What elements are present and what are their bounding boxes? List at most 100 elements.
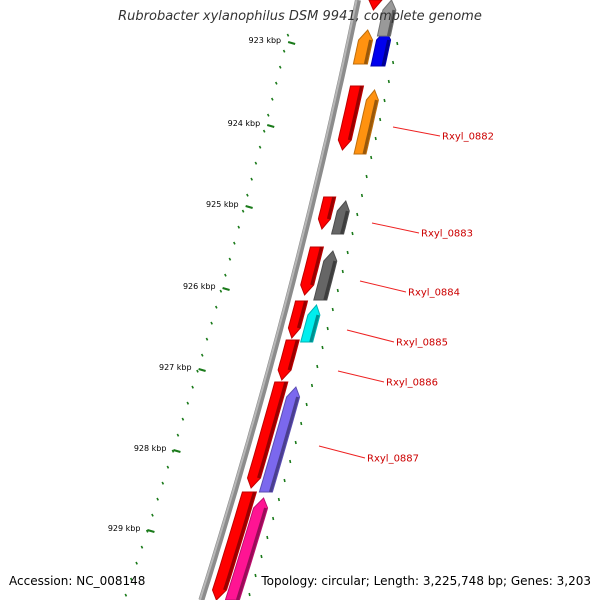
gene-arrow — [224, 497, 269, 600]
gene-arrow-shade — [340, 210, 349, 235]
major-tick — [173, 449, 181, 453]
kbp-label: 929 kbp — [108, 524, 141, 533]
outer-tick — [374, 136, 377, 141]
outer-tick — [356, 212, 359, 217]
outer-tick — [370, 155, 373, 160]
gene-arrow-shade — [310, 246, 323, 286]
kbp-label: 926 kbp — [183, 282, 216, 291]
minor-tick — [140, 545, 144, 549]
minor-tick — [191, 385, 194, 389]
minor-tick — [186, 401, 190, 405]
minor-tick — [176, 433, 180, 437]
gene-arrow-shade — [257, 381, 288, 479]
gene-arrow-shade — [287, 339, 299, 371]
minor-tick — [219, 289, 223, 293]
gene-label-line — [392, 126, 441, 137]
minor-tick — [278, 65, 282, 69]
minor-tick — [124, 593, 128, 597]
gene-arrow — [353, 89, 379, 155]
gene-arrow-shade — [381, 39, 391, 67]
gene-label: Rxyl_0887 — [367, 454, 419, 465]
gene-label-line — [346, 329, 395, 343]
gene-arrow-shade — [323, 260, 337, 301]
gene-arrow-shade — [363, 39, 373, 65]
gene-label-line — [318, 445, 366, 459]
minor-tick — [145, 529, 149, 533]
minor-tick — [161, 481, 165, 485]
outer-tick — [277, 497, 280, 502]
gene-label-callouts: Rxyl_0882 Rxyl_0883 Rxyl_0884 Rxyl_0885 Rxyl… — [318, 126, 494, 465]
genome-summary-text: Topology: circular; Length: 3,225,748 bp… — [261, 574, 591, 588]
minor-tick — [282, 49, 286, 53]
gene-label-line — [371, 222, 420, 234]
outer-tick — [379, 117, 382, 122]
minor-tick — [196, 369, 199, 373]
minor-tick — [237, 225, 241, 229]
minor-tick — [151, 513, 154, 517]
minor-tick — [214, 305, 218, 309]
outer-tick — [316, 364, 319, 369]
outer-tick — [254, 573, 257, 578]
minor-tick — [254, 161, 258, 165]
outer-tick — [294, 440, 297, 445]
gene-arrow-shade — [223, 491, 256, 591]
minor-tick — [246, 193, 249, 197]
outer-tick — [396, 41, 399, 46]
minor-tick — [233, 241, 236, 245]
outer-tick — [266, 535, 269, 540]
gene-arrow-shade — [235, 507, 268, 600]
major-tick — [147, 529, 155, 533]
minor-tick — [200, 353, 204, 357]
minor-tick — [210, 321, 213, 325]
gene-arrow-shade — [386, 9, 396, 37]
gene-arrow — [313, 250, 338, 301]
minor-tick — [205, 337, 209, 341]
outer-tick — [387, 79, 390, 84]
outer-tick — [248, 592, 251, 597]
minor-tick — [135, 561, 138, 565]
gene-arrow-shade — [296, 300, 307, 329]
minor-tick — [262, 129, 266, 133]
gene-arrow — [368, 0, 383, 11]
minor-tick — [270, 97, 274, 101]
outer-tick — [336, 288, 339, 293]
gene-arrow-shade — [268, 396, 300, 493]
gene-arrow — [258, 386, 301, 493]
gene-label: Rxyl_0883 — [421, 229, 473, 240]
genome-backbone — [198, 0, 361, 600]
outer-tick — [331, 307, 334, 312]
minor-tick — [228, 257, 232, 261]
outer-tick — [365, 174, 368, 179]
backbone-highlight — [198, 0, 358, 600]
tick-marks: 923 kbp 924 kbp 925 kbp 926 kbp 927 kbp 928 k… — [108, 33, 399, 597]
outer-tick — [300, 421, 303, 426]
outer-tick — [346, 250, 349, 255]
backbone-line — [198, 0, 361, 600]
gene-label-line — [337, 370, 385, 383]
minor-tick — [286, 33, 290, 37]
outer-tick — [310, 383, 314, 388]
accession-text: Accession: NC_008148 — [9, 574, 146, 588]
outer-tick — [360, 193, 364, 198]
major-tick — [266, 124, 275, 128]
minor-tick — [171, 449, 175, 453]
outer-tick — [341, 269, 344, 274]
gene-arrow-shade — [347, 85, 363, 141]
minor-tick — [250, 177, 253, 181]
gene-features — [211, 0, 397, 600]
kbp-label: 923 kbp — [249, 36, 282, 45]
gene-arrow — [300, 304, 321, 343]
outer-tick — [326, 326, 329, 331]
minor-tick — [266, 113, 270, 117]
gene-arrow-shade — [309, 314, 320, 343]
minor-tick — [258, 145, 262, 149]
kbp-label: 927 kbp — [159, 363, 192, 372]
gene-arrow-shade — [362, 99, 378, 155]
minor-tick — [241, 209, 245, 213]
major-tick — [287, 41, 296, 45]
gene-label: Rxyl_0886 — [386, 378, 438, 389]
outer-tick — [321, 345, 324, 350]
outer-tick — [289, 459, 292, 464]
minor-tick — [274, 81, 278, 85]
